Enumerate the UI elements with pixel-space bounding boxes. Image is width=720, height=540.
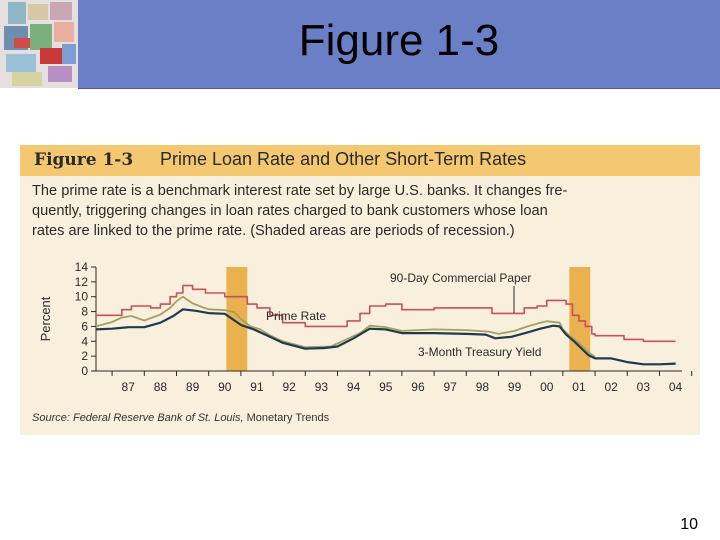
x-tick-label: 88 bbox=[154, 380, 168, 394]
y-axis-label: Percent bbox=[38, 296, 53, 341]
figure-label: Figure 1-3 bbox=[34, 150, 134, 170]
x-tick-label: 99 bbox=[508, 380, 522, 394]
figure-panel: Figure 1-3 Prime Loan Rate and Other Sho… bbox=[20, 145, 700, 435]
y-tick-label: 4 bbox=[81, 334, 88, 348]
x-tick-label: 00 bbox=[540, 380, 554, 394]
slide-title: Figure 1-3 bbox=[298, 16, 500, 65]
caption-line: rates are linked to the prime rate. (Sha… bbox=[32, 223, 515, 239]
x-tick-label: 97 bbox=[443, 380, 457, 394]
caption-line: The prime rate is a benchmark interest r… bbox=[32, 183, 568, 199]
y-tick-label: 8 bbox=[81, 305, 88, 319]
x-tick-label: 96 bbox=[411, 380, 425, 394]
figure-title-strip: Figure 1-3 Prime Loan Rate and Other Sho… bbox=[20, 145, 700, 176]
y-tick-label: 14 bbox=[75, 260, 89, 274]
prime-rate-line bbox=[96, 284, 676, 343]
x-tick-label: 87 bbox=[122, 380, 136, 394]
commercial-paper-annotation: 90-Day Commercial Paper bbox=[390, 271, 531, 285]
page-number: 10 bbox=[680, 516, 698, 533]
source-prefix: Source: bbox=[32, 412, 73, 424]
commercial-paper-line bbox=[95, 295, 596, 358]
x-tick-label: 94 bbox=[347, 380, 361, 394]
recession-band bbox=[226, 267, 248, 371]
figure-source: Source: Federal Reserve Bank of St. Loui… bbox=[32, 412, 329, 424]
y-tick-label: 0 bbox=[81, 364, 88, 378]
source-publisher: Federal Reserve Bank of St. Louis, bbox=[72, 412, 244, 424]
x-tick-label: 04 bbox=[669, 380, 683, 394]
x-tick-label: 92 bbox=[283, 380, 297, 394]
logo bbox=[0, 0, 78, 88]
slide-header: Figure 1-3 bbox=[78, 0, 720, 89]
prime-rate-annotation: Prime Rate bbox=[266, 309, 326, 323]
x-tick-label: 02 bbox=[604, 380, 618, 394]
logo-collage-icon bbox=[0, 0, 78, 88]
caption-line: quently, triggering changes in loan rate… bbox=[32, 203, 548, 219]
treasury-yield-line bbox=[95, 308, 676, 366]
x-tick-label: 93 bbox=[315, 380, 329, 394]
treasury-yield-annotation: 3-Month Treasury Yield bbox=[418, 345, 541, 359]
x-tick-label: 90 bbox=[218, 380, 232, 394]
figure-caption: The prime rate is a benchmark interest r… bbox=[32, 181, 692, 241]
x-tick-label: 98 bbox=[476, 380, 490, 394]
x-tick-label: 89 bbox=[186, 380, 200, 394]
x-tick-label: 91 bbox=[250, 380, 264, 394]
x-tick-label: 95 bbox=[379, 380, 393, 394]
x-tick-label: 01 bbox=[572, 380, 586, 394]
y-tick-label: 2 bbox=[81, 349, 88, 363]
source-title: Monetary Trends bbox=[243, 412, 330, 424]
y-tick-label: 10 bbox=[75, 290, 89, 304]
x-tick-label: 03 bbox=[637, 380, 651, 394]
figure-title: Prime Loan Rate and Other Short-Term Rat… bbox=[160, 149, 527, 169]
y-tick-label: 6 bbox=[81, 319, 88, 333]
y-tick-label: 12 bbox=[75, 275, 89, 289]
